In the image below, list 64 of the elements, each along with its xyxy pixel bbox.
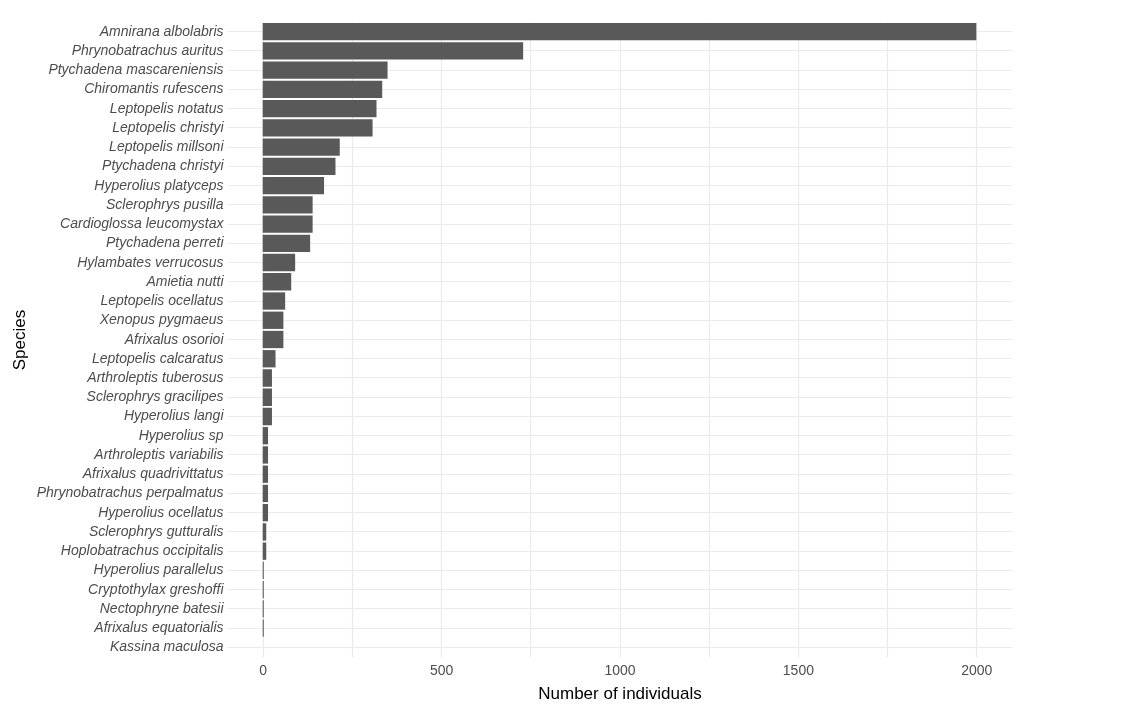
y-tick-label: Sclerophrys gracilipes bbox=[86, 388, 224, 405]
x-tick-label: 500 bbox=[429, 661, 454, 678]
bar bbox=[262, 388, 272, 406]
x-axis-title: Number of individuals bbox=[538, 683, 702, 703]
bar bbox=[262, 196, 313, 214]
y-tick-label: Sclerophrys pusilla bbox=[106, 195, 224, 212]
x-tick-label: 1000 bbox=[604, 661, 636, 678]
y-tick-label: Hyperolius sp bbox=[138, 426, 224, 443]
bar bbox=[262, 99, 377, 118]
y-tick-label: Leptopelis millsoni bbox=[109, 138, 225, 155]
bar bbox=[262, 446, 269, 464]
y-tick-label: Sclerophrys gutturalis bbox=[88, 522, 224, 539]
y-tick-label: Leptopelis notatus bbox=[109, 99, 224, 116]
bar bbox=[262, 504, 269, 522]
x-tick-label: 2000 bbox=[961, 661, 993, 678]
bar bbox=[262, 119, 373, 137]
bar bbox=[262, 215, 313, 233]
bar bbox=[262, 22, 977, 41]
bar bbox=[262, 407, 272, 426]
y-tick-label: Hyperolius ocellatus bbox=[98, 503, 224, 520]
y-tick-label: Arthroleptis tuberosus bbox=[86, 368, 224, 385]
y-tick-label: Hoplobatrachus occipitalis bbox=[60, 542, 224, 559]
y-tick-label: Leptopelis calcaratus bbox=[91, 349, 224, 366]
y-tick-label: Cryptothylax greshoffi bbox=[88, 580, 225, 597]
bar bbox=[262, 138, 340, 156]
x-tick-label: 0 bbox=[259, 661, 268, 678]
bar bbox=[262, 176, 325, 195]
y-tick-label: Afrixalus quadrivittatus bbox=[81, 465, 224, 482]
bar bbox=[262, 465, 269, 483]
y-tick-label: Leptopelis christyi bbox=[112, 118, 225, 135]
bar bbox=[262, 427, 269, 445]
y-tick-label: Afrixalus osorioi bbox=[123, 330, 225, 347]
y-tick-label: Phrynobatrachus auritus bbox=[71, 41, 224, 58]
bar bbox=[262, 234, 311, 252]
bar bbox=[262, 253, 296, 272]
y-tick-label: Ptychadena mascareniensis bbox=[48, 61, 224, 78]
y-tick-label: Chiromantis rufescens bbox=[84, 80, 224, 97]
y-tick-label: Cardioglossa leucomystax bbox=[60, 215, 225, 232]
bar bbox=[262, 157, 336, 175]
y-tick-label: Amnirana albolabris bbox=[98, 22, 224, 39]
bar bbox=[262, 484, 269, 503]
y-tick-label: Hyperolius platyceps bbox=[94, 176, 224, 193]
x-tick-label: 1500 bbox=[782, 661, 815, 678]
y-axis-title: Species bbox=[9, 309, 29, 371]
bar bbox=[262, 273, 292, 291]
bar bbox=[262, 350, 276, 368]
y-tick-label: Xenopus pygmaeus bbox=[98, 311, 224, 328]
y-tick-label: Ptychadena perreti bbox=[105, 234, 225, 251]
bar bbox=[262, 292, 286, 310]
y-tick-label: Nectophryne batesii bbox=[99, 599, 225, 616]
bar bbox=[262, 311, 284, 329]
y-tick-label: Hylambates verrucosus bbox=[77, 253, 224, 270]
y-tick-label: Hyperolius langi bbox=[123, 407, 225, 424]
y-tick-label: Amietia nutti bbox=[145, 272, 225, 289]
y-tick-label: Afrixalus equatorialis bbox=[93, 619, 224, 636]
y-tick-label: Hyperolius parallelus bbox=[93, 561, 224, 578]
y-tick-label: Arthroleptis variabilis bbox=[93, 445, 224, 462]
bar bbox=[262, 330, 284, 349]
y-tick-label: Kassina maculosa bbox=[109, 638, 224, 655]
y-tick-label: Leptopelis ocellatus bbox=[100, 292, 224, 309]
y-tick-label: Ptychadena christyi bbox=[102, 157, 225, 174]
y-tick-label: Phrynobatrachus perpalmatus bbox=[36, 484, 224, 501]
bar bbox=[262, 369, 272, 387]
bar bbox=[262, 80, 383, 99]
